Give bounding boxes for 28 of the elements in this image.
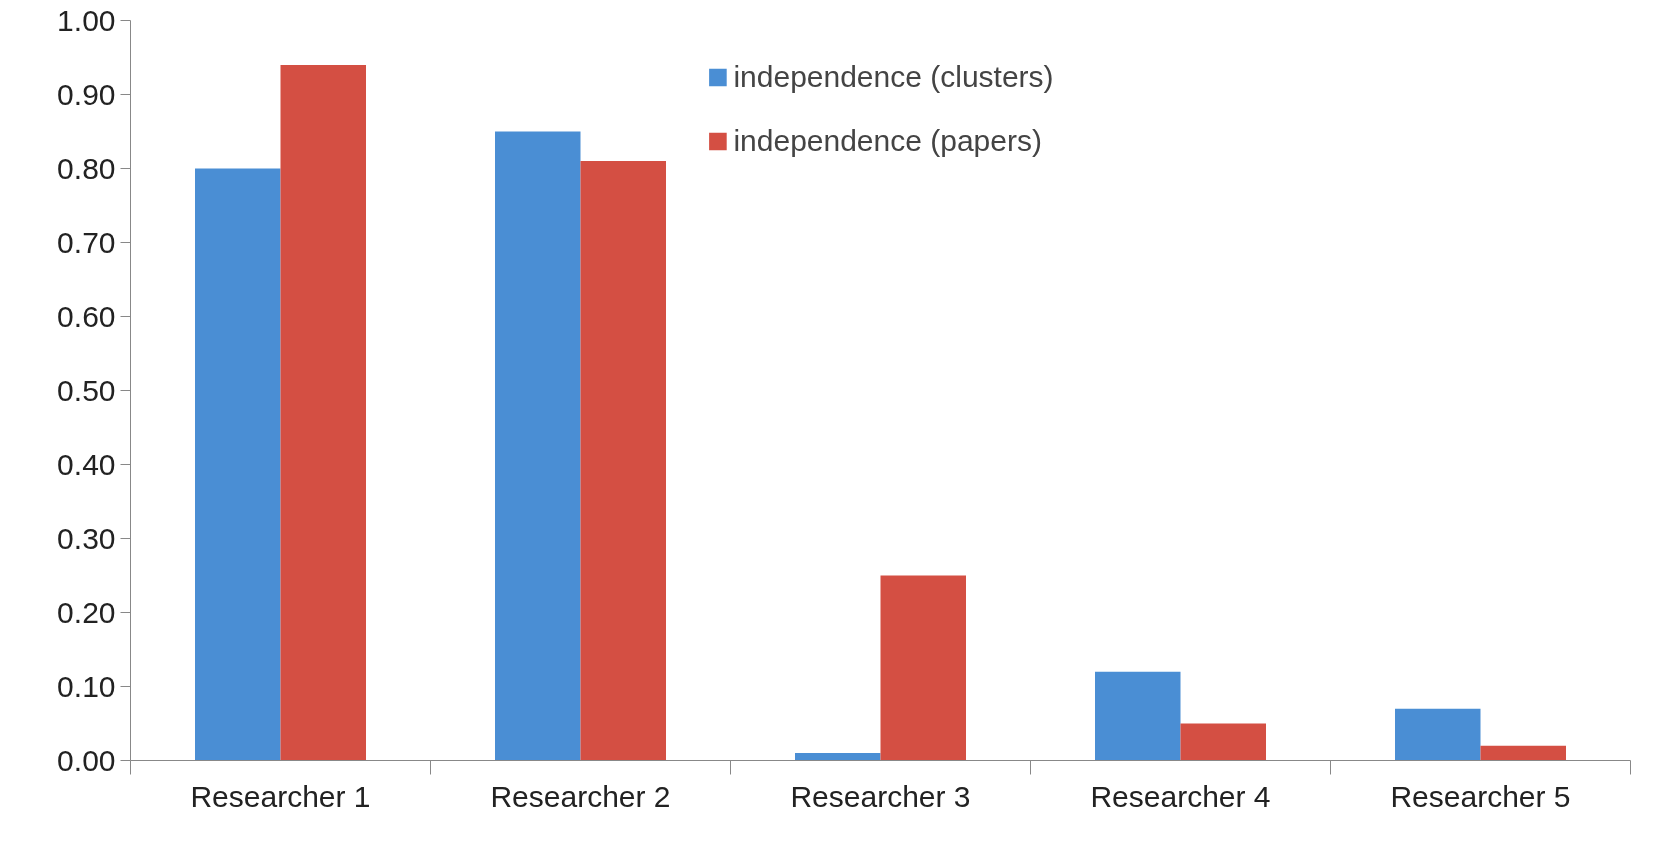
bar <box>1180 723 1266 761</box>
bar <box>280 64 366 761</box>
bar <box>580 161 666 761</box>
x-tick-label: Researcher 4 <box>1090 779 1271 813</box>
bar <box>1480 745 1566 761</box>
bar <box>1095 671 1181 761</box>
y-tick-label: 0.60 <box>57 299 116 333</box>
x-tick-label: Researcher 1 <box>190 779 371 813</box>
y-tick-label: 0.10 <box>57 669 116 703</box>
y-tick-label: 0.00 <box>57 743 116 777</box>
bar <box>195 168 281 761</box>
y-tick-label: 1.00 <box>57 3 116 37</box>
y-tick-label: 0.50 <box>57 373 116 407</box>
x-tick-label: Researcher 5 <box>1390 779 1571 813</box>
y-tick-label: 0.40 <box>57 447 116 481</box>
x-tick-label: Researcher 2 <box>490 779 671 813</box>
legend-label: independence (clusters) <box>733 60 1054 94</box>
y-tick-label: 0.80 <box>57 151 116 185</box>
legend-label: independence (papers) <box>733 124 1042 158</box>
y-tick-label: 0.70 <box>57 225 116 259</box>
x-tick-label: Researcher 3 <box>790 779 971 813</box>
y-tick-label: 0.30 <box>57 521 116 555</box>
bar <box>495 131 581 761</box>
bar <box>795 753 881 761</box>
y-tick-label: 0.20 <box>57 595 116 629</box>
y-tick-label: 0.90 <box>57 77 116 111</box>
bar <box>880 575 966 761</box>
bar <box>1395 708 1481 761</box>
